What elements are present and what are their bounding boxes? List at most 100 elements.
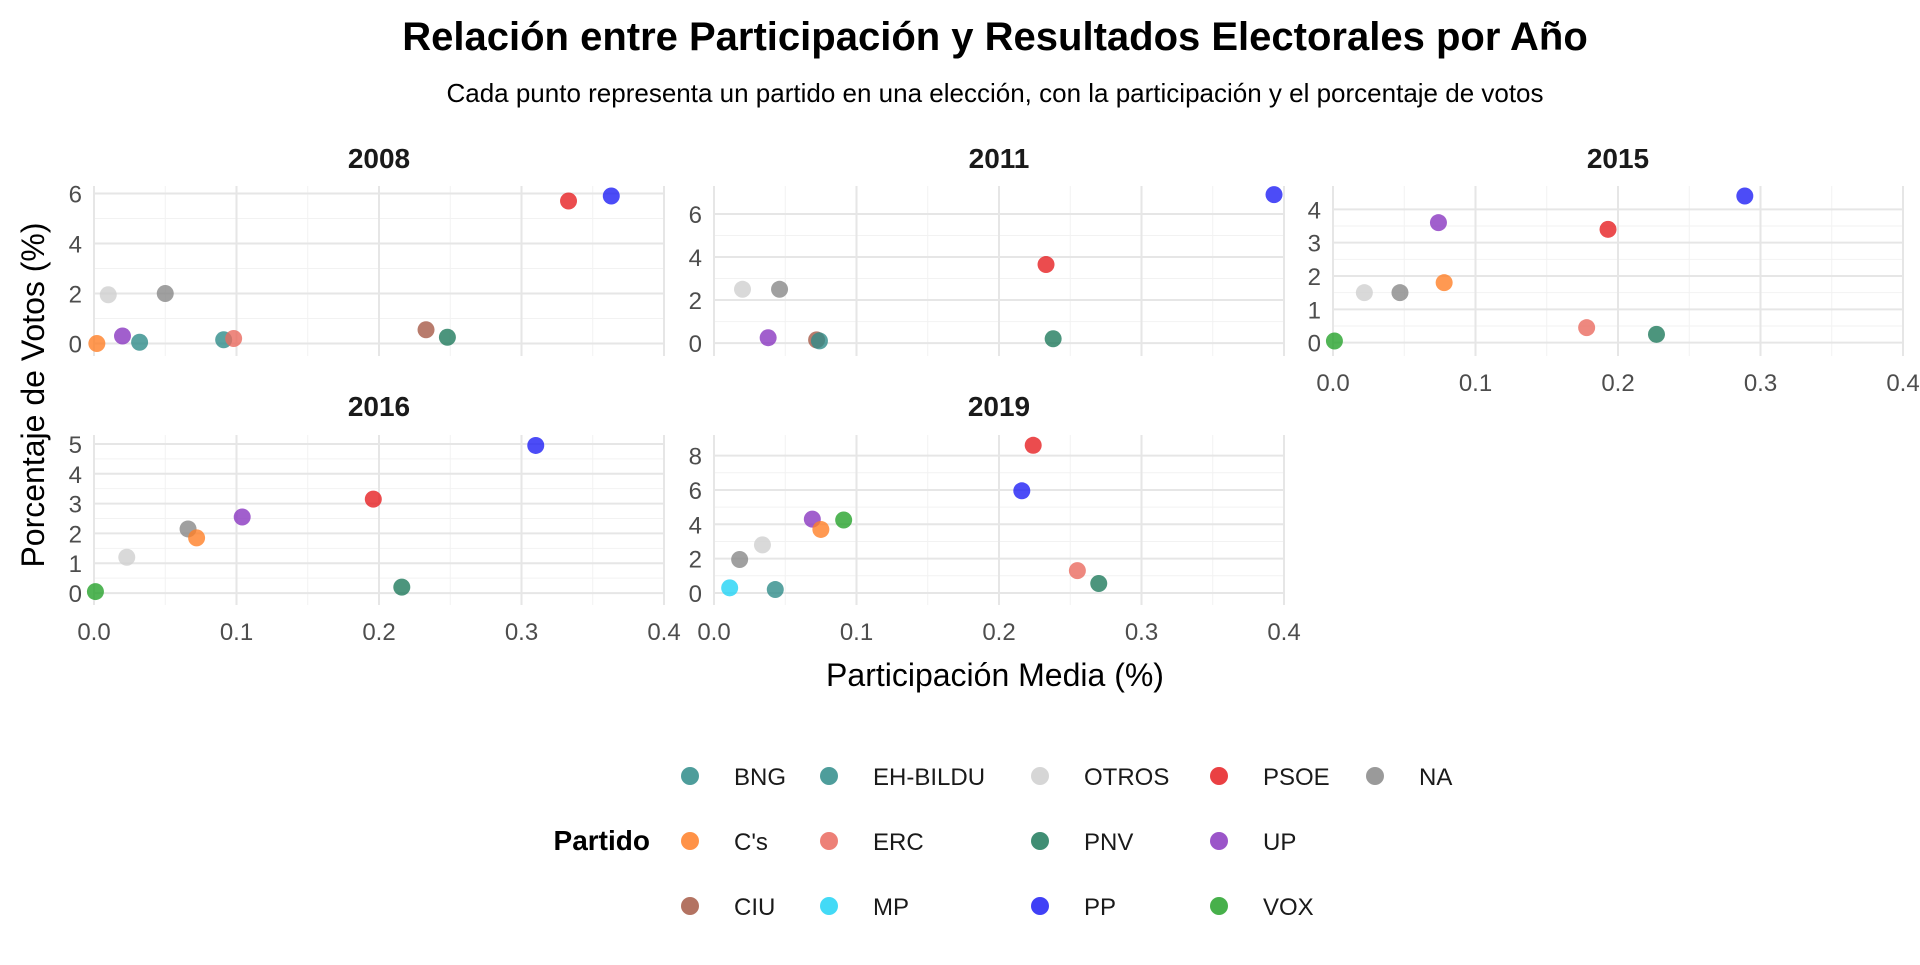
x-tick-label: 0.3 (505, 619, 538, 646)
point-UP (233, 508, 251, 526)
legend-label: ERC (873, 829, 924, 856)
legend-label: BNG (734, 764, 786, 791)
point-PP (1013, 482, 1031, 500)
legend-item-EH-BILDU: EH-BILDU (820, 764, 985, 791)
legend-swatch (1031, 767, 1049, 785)
y-tick-label: 3 (1308, 231, 1321, 258)
point-CIU (417, 321, 435, 339)
point-NA (156, 285, 174, 302)
point-NA (1391, 284, 1409, 302)
y-tick-label: 0 (1308, 331, 1321, 358)
legend-item-NA: NA (1366, 764, 1452, 791)
y-tick-label: 6 (689, 202, 702, 229)
point-PSOE (560, 192, 578, 210)
point-VOX (835, 511, 853, 529)
facet-panel-2008: 2008 0 2 4 6 (69, 143, 665, 359)
legend-label: PNV (1084, 829, 1133, 856)
point-PSOE (1037, 256, 1055, 274)
y-tick-label: 0 (69, 581, 82, 608)
y-tick-label: 0 (69, 332, 82, 359)
legend-item-PNV: PNV (1031, 829, 1133, 856)
point-UP (114, 327, 131, 345)
legend-swatch (681, 767, 699, 785)
point-UP (759, 329, 777, 347)
legend-swatch (820, 897, 838, 915)
facet-label: 2008 (348, 143, 410, 174)
legend-label: UP (1263, 829, 1296, 856)
y-tick-label: 2 (689, 288, 702, 315)
legend-label: PSOE (1263, 764, 1330, 791)
legend-item-CIU: CIU (681, 894, 775, 921)
facet-label: 2011 (969, 143, 1030, 174)
x-tick-label: 0.2 (1601, 370, 1634, 397)
y-tick-label: 4 (69, 462, 82, 489)
point-PNV (393, 578, 411, 596)
x-tick-label: 0.4 (1886, 370, 1919, 397)
point-NA (731, 550, 749, 568)
point-ERC (1578, 319, 1596, 337)
point-C's (1435, 274, 1453, 292)
point-C's (88, 335, 106, 352)
point-ERC (225, 330, 243, 347)
legend-label: MP (873, 894, 909, 921)
point-PSOE (1599, 220, 1617, 238)
y-tick-label: 6 (689, 478, 702, 505)
y-tick-label: 3 (69, 492, 82, 519)
point-OTROS (753, 536, 771, 554)
legend-item-ERC: ERC (820, 829, 924, 856)
y-tick-label: 1 (1308, 297, 1321, 324)
y-tick-label: 1 (69, 551, 82, 578)
x-tick-label: 0.1 (1459, 370, 1492, 397)
chart-title: Relación entre Participación y Resultado… (402, 15, 1588, 59)
point-OTROS (99, 286, 117, 304)
legend-label: CIU (734, 894, 775, 921)
legend-item-VOX: VOX (1210, 894, 1314, 921)
x-tick-label: 0.3 (1744, 370, 1777, 397)
y-tick-label: 4 (1308, 197, 1321, 224)
x-tick-label: 0.2 (982, 619, 1015, 646)
legend-label: NA (1419, 764, 1452, 791)
facet-label: 2016 (348, 391, 410, 422)
point-PP (1265, 186, 1283, 204)
facet-panel-2011: 2011 0 2 4 6 (689, 143, 1285, 358)
legend-item-MP: MP (820, 894, 909, 921)
point-PP (527, 436, 545, 454)
legend-swatch (1366, 767, 1384, 785)
x-tick-label: 0.2 (362, 619, 395, 646)
point-EH-BILDU (766, 581, 784, 599)
legend-title: Partido (554, 825, 650, 856)
y-tick-label: 8 (689, 444, 702, 471)
chart-subtitle: Cada punto representa un partido en una … (446, 78, 1543, 108)
point-C's (188, 529, 206, 547)
legend-swatch (1031, 832, 1049, 850)
point-VOX (86, 583, 104, 601)
point-UP (1429, 214, 1447, 232)
legend-label: OTROS (1084, 764, 1169, 791)
x-tick-label: 0.0 (1316, 370, 1349, 397)
point-PNV (1044, 330, 1062, 348)
point-PP (1736, 187, 1754, 205)
y-axis-title: Porcentaje de Votos (%) (15, 222, 51, 567)
point-OTROS (734, 280, 751, 298)
y-tick-label: 2 (1308, 264, 1321, 291)
legend-item-PSOE: PSOE (1210, 764, 1330, 791)
point-EH-BILDU (810, 332, 828, 350)
legend-label: EH-BILDU (873, 764, 985, 791)
x-tick-label: 0.4 (647, 619, 680, 646)
x-tick-label: 0.3 (1125, 619, 1158, 646)
legend-item-UP: UP (1210, 829, 1296, 856)
x-tick-label: 0.0 (697, 619, 730, 646)
point-ERC (1068, 562, 1086, 580)
legend-label: C's (734, 829, 768, 856)
legend-item-PP: PP (1031, 894, 1116, 921)
x-tick-label: 0.1 (220, 619, 253, 646)
legend: Partido BNG C's CIU EH-BILDU ERC MP OTROS PNV PP… (554, 764, 1453, 921)
point-PNV (1647, 325, 1665, 343)
point-OTROS (1355, 284, 1373, 302)
y-tick-label: 4 (689, 245, 702, 272)
point-OTROS (118, 548, 136, 566)
x-axis-title: Participación Media (%) (826, 657, 1164, 693)
